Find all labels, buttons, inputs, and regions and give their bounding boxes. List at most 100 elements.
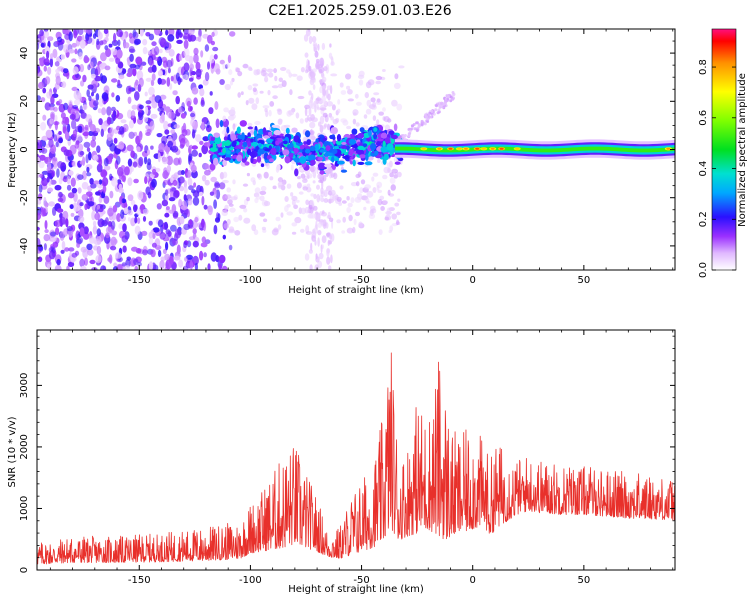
spectrogram-speckle bbox=[188, 185, 194, 191]
spectrogram-speckle bbox=[127, 158, 133, 167]
spectrogram-speckle bbox=[247, 67, 251, 71]
spectrogram-speckle bbox=[53, 134, 57, 142]
colorbar-frame bbox=[711, 28, 737, 271]
spectrogram-speckle bbox=[377, 159, 381, 163]
spectrogram-speckle bbox=[72, 105, 79, 109]
spectrogram-speckle bbox=[177, 29, 182, 36]
spectrogram-speckle bbox=[74, 142, 80, 149]
spectrogram-speckle bbox=[272, 95, 278, 100]
spectrogram-speckle bbox=[378, 229, 383, 236]
spectrogram-speckle bbox=[451, 91, 455, 94]
spectrogram-speckle bbox=[215, 118, 220, 129]
spectrogram-speckle bbox=[128, 32, 133, 39]
spectrogram-speckle bbox=[389, 177, 396, 184]
spectrogram-speckle bbox=[352, 118, 357, 125]
spectrogram-blob bbox=[382, 140, 386, 148]
spectrogram-speckle bbox=[326, 123, 331, 131]
spectrogram-speckle bbox=[151, 242, 157, 248]
spectrogram-blob bbox=[263, 135, 270, 139]
spectrogram-blob bbox=[383, 153, 389, 161]
spectrogram-speckle bbox=[204, 179, 210, 186]
spectrogram-speckle bbox=[396, 211, 401, 216]
spectrogram-blob bbox=[305, 148, 311, 154]
spectrogram-speckle bbox=[165, 206, 170, 211]
spectrogram-speckle bbox=[137, 217, 141, 225]
spectrogram-speckle bbox=[263, 200, 271, 207]
spectrogram-blob bbox=[314, 143, 320, 152]
spectrogram-speckle bbox=[227, 199, 233, 205]
spectrogram-speckle bbox=[319, 124, 324, 133]
spectrogram-speckle bbox=[47, 263, 51, 269]
spectrogram-speckle bbox=[154, 46, 160, 56]
spectrogram-speckle bbox=[288, 72, 293, 78]
spectrogram-blob bbox=[380, 146, 388, 153]
spectrogram-speckle bbox=[289, 89, 293, 96]
x-tick-label: 50 bbox=[577, 575, 590, 586]
spectrogram-speckle bbox=[211, 31, 215, 37]
spectrogram-blob bbox=[364, 161, 373, 166]
spectrogram-speckle bbox=[269, 101, 275, 107]
spectrogram-blob bbox=[247, 132, 251, 139]
y-tick-label: 2000 bbox=[19, 434, 30, 459]
y-tick-label: 40 bbox=[19, 47, 30, 60]
spectrogram-speckle bbox=[208, 107, 214, 115]
spectrogram-speckle bbox=[321, 95, 326, 104]
spectrogram-blob bbox=[319, 170, 325, 175]
spectrogram-speckle bbox=[242, 63, 249, 69]
spectrogram-speckle bbox=[341, 200, 347, 204]
spectrogram-speckle bbox=[126, 144, 134, 152]
spectrogram-speckle bbox=[47, 162, 52, 171]
x-tick-label: -50 bbox=[353, 275, 369, 286]
spectrogram-speckle bbox=[86, 89, 90, 97]
spectrogram-speckle bbox=[201, 218, 205, 228]
y-tick-label: 1000 bbox=[19, 496, 30, 521]
spectrogram-blob bbox=[386, 143, 394, 151]
spectrogram-speckle bbox=[330, 116, 334, 121]
spectrogram-speckle bbox=[170, 75, 174, 82]
spectrogram-blob bbox=[297, 138, 301, 144]
spectrogram-speckle bbox=[290, 164, 294, 171]
spectrogram-speckle bbox=[322, 76, 327, 83]
spectrogram-speckle bbox=[163, 120, 169, 131]
snr-line bbox=[37, 352, 675, 565]
spectrogram-speckle bbox=[157, 107, 164, 112]
spectrogram-speckle bbox=[159, 232, 166, 240]
spectrogram-speckle bbox=[109, 173, 113, 181]
spectrogram-speckle bbox=[353, 218, 357, 226]
spectrogram-blob bbox=[282, 149, 290, 156]
spectrogram-speckle bbox=[83, 141, 91, 148]
spectrogram-speckle bbox=[355, 181, 360, 187]
x-tick-label: -150 bbox=[128, 575, 151, 586]
spectrogram-speckle bbox=[272, 185, 277, 190]
spectrogram-speckle bbox=[119, 31, 123, 38]
spectrogram-speckle bbox=[305, 69, 309, 74]
spectrogram-speckle bbox=[304, 117, 309, 123]
spectrogram-speckle bbox=[300, 67, 305, 73]
spectrogram-speckle bbox=[79, 64, 85, 73]
spectrogram-speckle bbox=[183, 194, 187, 201]
spectrogram-speckle bbox=[260, 185, 267, 192]
spectrogram-speckle bbox=[388, 229, 392, 234]
spectrogram-speckle bbox=[201, 236, 206, 243]
spectrogram-speckle bbox=[198, 152, 202, 158]
spectrogram-speckle bbox=[376, 185, 380, 191]
spectrogram-speckle bbox=[312, 180, 316, 184]
spectrogram-speckle bbox=[84, 203, 88, 211]
spectrogram-speckle bbox=[366, 99, 372, 107]
spectrogram-speckle bbox=[207, 61, 210, 70]
spectrogram-speckle bbox=[237, 92, 241, 98]
spectrogram-blob bbox=[244, 161, 250, 166]
spectrogram-speckle bbox=[143, 116, 149, 123]
spectrogram-speckle bbox=[394, 202, 400, 207]
spectrogram-speckle bbox=[383, 116, 390, 123]
spectrogram-speckle bbox=[165, 48, 171, 54]
spectrogram-speckle bbox=[129, 53, 134, 63]
spectrogram-speckle bbox=[255, 97, 260, 105]
spectrogram-speckle bbox=[370, 97, 376, 103]
spectrogram-speckle bbox=[151, 41, 157, 47]
spectrogram-speckle bbox=[312, 42, 318, 48]
spectrogram-blob bbox=[357, 161, 365, 165]
spectrogram-speckle bbox=[186, 254, 193, 260]
spectrogram-blob bbox=[355, 149, 364, 155]
spectrogram-speckle bbox=[94, 75, 102, 82]
